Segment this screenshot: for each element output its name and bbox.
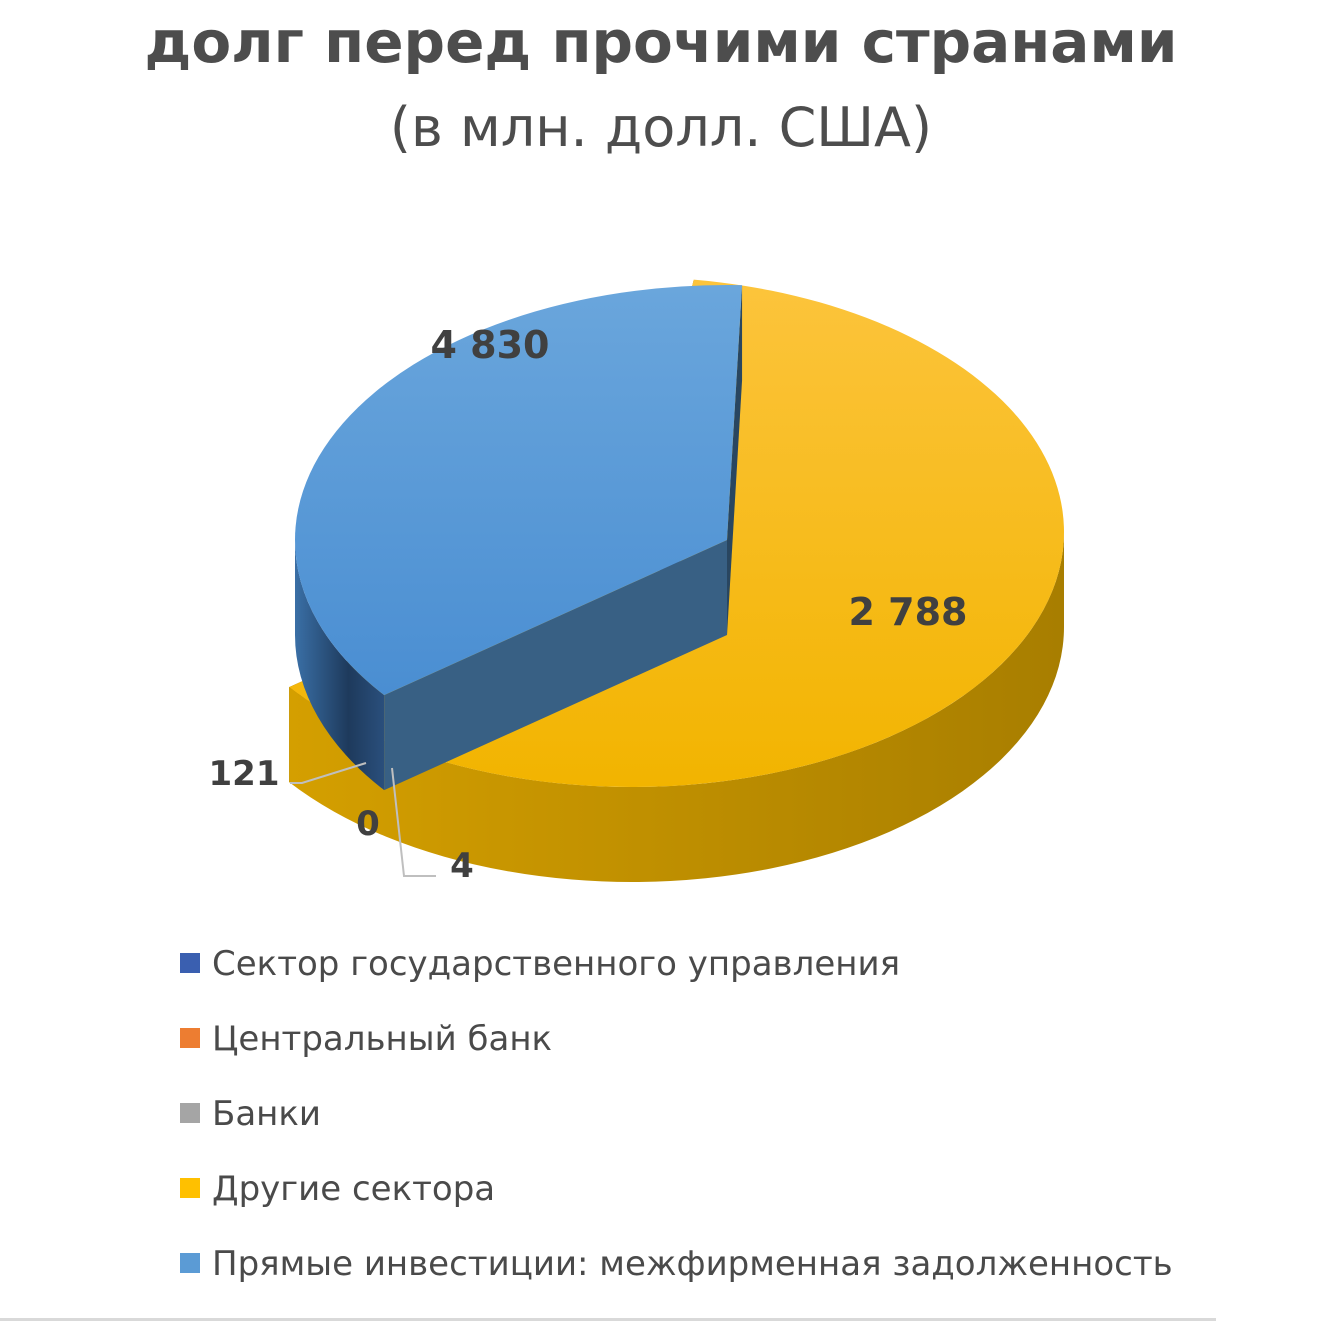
pie-slice-direct-investment: [294, 285, 743, 791]
leader-line-banks: [290, 762, 367, 784]
slice-top-face: [294, 285, 743, 696]
data-label-government: 4: [450, 846, 474, 886]
slice-side-face: [727, 285, 743, 635]
legend-label: Прямые инвестиции: межфирменная задолжен…: [212, 1244, 1173, 1284]
legend-item-banks: Банки: [180, 1094, 321, 1142]
legend-swatch: [180, 952, 200, 973]
legend-item-government: Сектор государственного управления: [180, 944, 900, 992]
data-label-direct-investment: 2 788: [849, 590, 968, 634]
legend-item-direct-investment: Прямые инвестиции: межфирменная задолжен…: [180, 1244, 1173, 1292]
chart-title: долг перед прочими странами: [144, 8, 1178, 76]
data-label-other-sectors: 4 830: [431, 323, 550, 367]
slice-side-face: [384, 540, 727, 791]
data-label-central-bank: 0: [356, 804, 380, 844]
legend-label: Банки: [212, 1094, 322, 1134]
legend-swatch: [180, 1252, 200, 1273]
legend-label: Другие сектора: [212, 1169, 496, 1209]
chart-subtitle: (в млн. долл. США): [389, 96, 933, 159]
pie-chart: 4 0 121 4 830 2 788: [209, 279, 1064, 886]
legend-swatch: [180, 1102, 200, 1123]
slice-rim: [295, 540, 385, 791]
legend-label: Центральный банк: [212, 1019, 553, 1059]
legend-swatch: [180, 1177, 200, 1198]
slice-rim: [289, 532, 1064, 882]
legend-item-central-bank: Центральный банк: [180, 1019, 552, 1067]
legend-item-other-sectors: Другие сектора: [180, 1169, 495, 1217]
leader-line-government: [391, 767, 436, 877]
data-label-banks: 121: [209, 754, 280, 794]
legend-label: Сектор государственного управления: [212, 944, 901, 984]
bottom-divider: [0, 1318, 1216, 1321]
legend-swatch: [180, 1027, 200, 1048]
